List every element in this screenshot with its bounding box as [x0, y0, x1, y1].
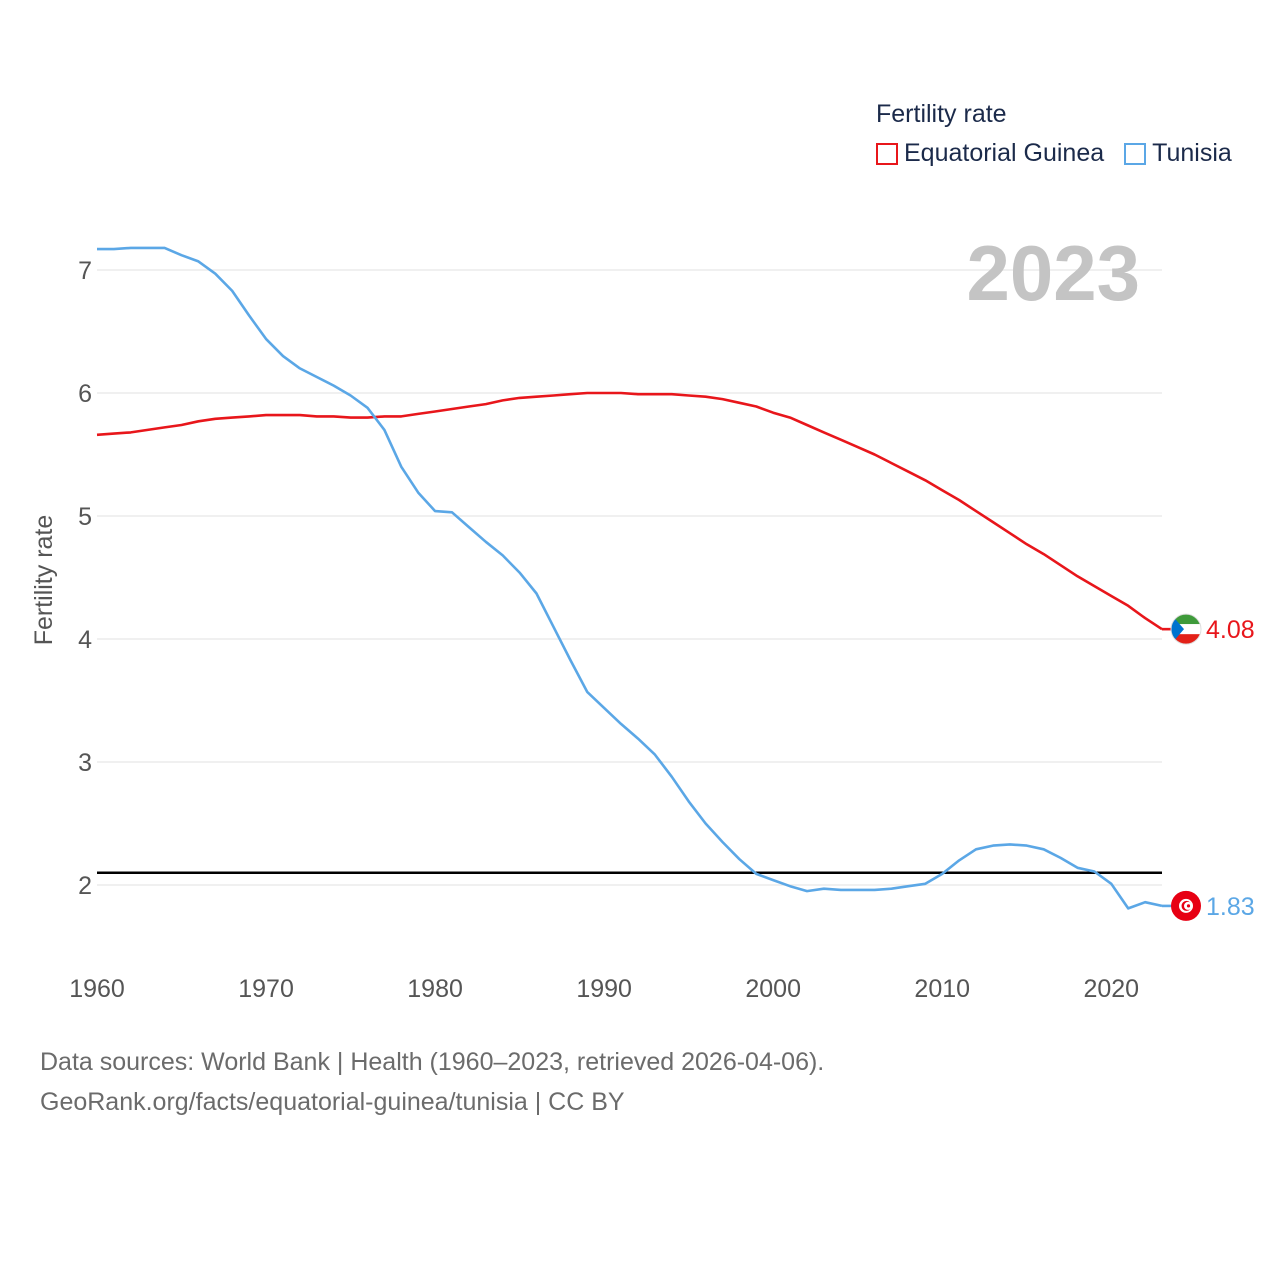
source-attribution: Data sources: World Bank | Health (1960–… [40, 1042, 824, 1122]
x-tick-label: 1980 [407, 975, 463, 1003]
legend-label: Tunisia [1152, 139, 1232, 167]
x-tick-label: 2010 [914, 975, 970, 1003]
x-tick-label: 1970 [238, 975, 294, 1003]
source-link[interactable]: GeoRank.org/facts/equatorial-guinea/tuni… [40, 1088, 625, 1116]
y-tick-label: 4 [78, 626, 92, 654]
y-axis-ticks: 2 3 4 5 6 7 [78, 257, 92, 900]
legend: Fertility rate Equatorial Guinea Tunisia [876, 100, 1232, 168]
source-line: Data sources: World Bank | Health (1960–… [40, 1048, 825, 1076]
equatorial-guinea-flag-icon [1170, 613, 1202, 645]
series-line-tunisia [97, 246, 1163, 910]
end-value-label: 1.83 [1206, 893, 1255, 921]
y-tick-label: 3 [78, 749, 92, 777]
series-lines [96, 246, 1163, 910]
end-markers: 4.08 1.83 [1162, 613, 1255, 921]
x-axis-ticks: 1960 1970 1980 1990 2000 2010 2020 [69, 975, 1139, 1003]
x-tick-label: 1960 [69, 975, 125, 1003]
legend-item-equatorial-guinea[interactable]: Equatorial Guinea [876, 139, 1104, 168]
tunisia-flag-icon [1171, 890, 1201, 921]
x-tick-label: 2000 [745, 975, 801, 1003]
year-label: 2023 [966, 229, 1140, 317]
legend-title: Fertility rate [876, 100, 1007, 128]
y-axis-label: Fertility rate [30, 515, 58, 646]
y-tick-label: 7 [78, 257, 92, 285]
end-value-label: 4.08 [1206, 616, 1255, 644]
series-line-equatorial-guinea [96, 391, 1163, 631]
y-tick-label: 5 [78, 503, 92, 531]
grid-lines [97, 269, 1162, 886]
legend-item-tunisia[interactable]: Tunisia [1124, 139, 1232, 168]
x-tick-label: 2020 [1083, 975, 1139, 1003]
legend-swatch-tunisia [1124, 142, 1147, 165]
legend-swatch-equatorial-guinea [876, 142, 898, 165]
x-tick-label: 1990 [576, 975, 632, 1003]
y-tick-label: 2 [78, 872, 92, 900]
y-tick-label: 6 [78, 380, 92, 408]
legend-label: Equatorial Guinea [904, 139, 1105, 167]
